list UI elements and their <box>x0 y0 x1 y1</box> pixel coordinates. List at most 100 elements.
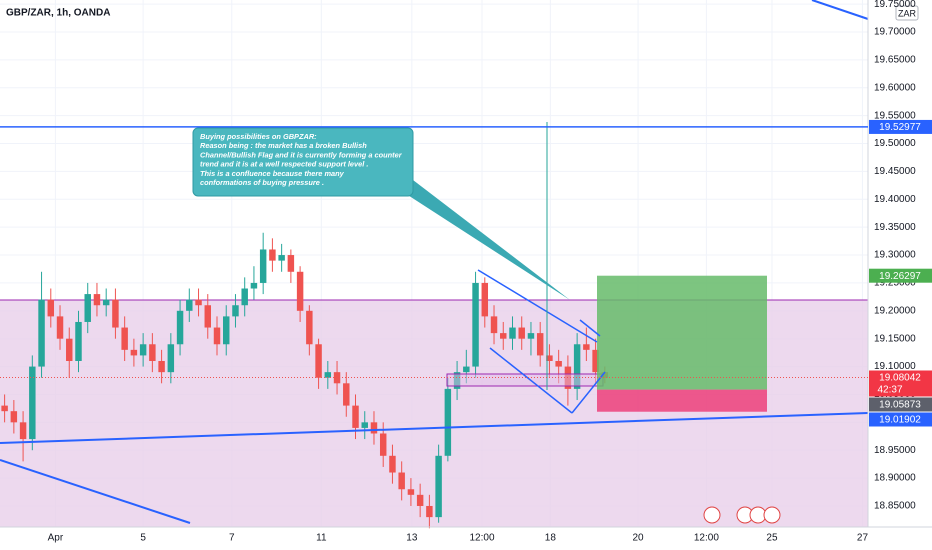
y-tick-label: 18.95000 <box>874 445 916 456</box>
candle-body <box>343 383 350 406</box>
price-label-bg <box>869 397 932 412</box>
candle-body <box>398 472 405 490</box>
candle-body <box>121 327 128 350</box>
currency-box <box>895 5 919 21</box>
candle-body <box>19 422 27 440</box>
currency: ZAR <box>898 8 917 18</box>
candle-body <box>407 489 415 495</box>
y-tick-label: 19.30000 <box>874 250 916 261</box>
candle-body <box>435 455 442 518</box>
y-tick-label: 19.45000 <box>874 166 916 177</box>
candle-body <box>278 255 285 261</box>
y-tick-label: 19.20000 <box>874 305 916 316</box>
candle-body <box>213 327 221 345</box>
candle-body <box>93 294 101 306</box>
candle-body <box>176 310 184 345</box>
candle-body <box>416 494 424 506</box>
candle-body <box>389 455 396 473</box>
x-tick-label: 13 <box>406 533 418 544</box>
trendline <box>0 459 191 524</box>
event-icon <box>703 506 721 524</box>
note-line: Buying possibilities on GBPZAR: <box>200 132 317 141</box>
note-line: trend and it is at a well respected supp… <box>200 160 368 169</box>
candle-body <box>241 288 248 306</box>
note-line: Reason being : the market has a broken B… <box>200 141 367 150</box>
price-label-bg <box>869 370 932 397</box>
x-tick-label: 12:00 <box>470 533 495 544</box>
x-tick-label: 12:00 <box>694 533 719 544</box>
x-tick-label: Apr <box>48 533 64 544</box>
candle-body <box>518 327 525 339</box>
candle-body <box>296 271 304 311</box>
candle-body <box>47 299 55 317</box>
y-tick-label: 19.70000 <box>874 27 916 38</box>
candle-body <box>204 305 211 328</box>
x-tick-label: 20 <box>633 533 645 544</box>
candle-body <box>546 355 553 361</box>
candle-body <box>481 282 489 317</box>
note-line: Channel/Bullish Flag and it is currently… <box>200 150 403 159</box>
candle-body <box>509 327 516 339</box>
profit-zone <box>597 275 767 390</box>
candle-body <box>333 372 341 384</box>
y-tick-label: 19.35000 <box>874 222 916 233</box>
candle-body <box>555 360 562 367</box>
candle-body <box>426 505 433 518</box>
candle-body <box>306 310 313 345</box>
y-tick-label: 19.65000 <box>874 55 916 66</box>
y-tick-label: 19.40000 <box>874 194 916 205</box>
candle-body <box>102 299 110 306</box>
candle-body <box>259 249 267 283</box>
y-tick-label: 19.15000 <box>874 333 916 344</box>
price-label: 19.08042 <box>879 373 921 384</box>
event-icon <box>763 506 781 524</box>
flag-line <box>571 371 606 414</box>
trendline <box>0 412 869 444</box>
candle-body <box>56 316 64 339</box>
callout-tail <box>400 180 570 300</box>
candle-body <box>167 344 175 373</box>
candle-body <box>112 299 119 328</box>
y-tick-label: 19.25000 <box>874 278 916 289</box>
x-tick-label: 7 <box>229 533 235 544</box>
candle-body <box>66 338 73 361</box>
candle-body <box>269 249 276 261</box>
x-tick-label: 11 <box>316 533 327 544</box>
price-label: 19.05873 <box>879 400 921 411</box>
candle-body <box>195 299 202 306</box>
candle-body <box>472 282 479 367</box>
countdown: 42:37 <box>877 385 902 396</box>
note-line: conformations of buying pressure . <box>200 178 324 187</box>
candle-body <box>158 360 165 373</box>
y-tick-label: 19.75000 <box>874 0 916 10</box>
y-tick-label: 19.50000 <box>874 138 916 149</box>
note-line: This is a confluence because there many <box>200 169 345 178</box>
candle-body <box>592 349 599 373</box>
price-label-bg <box>869 119 932 134</box>
candle-body <box>536 333 544 356</box>
candle-body <box>250 282 258 289</box>
candle-body <box>139 344 147 356</box>
trendlines <box>0 0 869 524</box>
y-tick-label: 19.60000 <box>874 82 916 93</box>
x-tick-label: 18 <box>545 533 557 544</box>
event-icons <box>703 506 781 524</box>
candle-body <box>379 433 387 456</box>
loss-zone <box>597 389 767 412</box>
candle-body <box>573 344 581 389</box>
candle-body <box>1 405 8 412</box>
symbol-title: GBP/ZAR, 1h, OANDA <box>6 8 110 19</box>
y-tick-label: 19.55000 <box>874 110 916 121</box>
y-tick-label: 19.10000 <box>874 361 916 372</box>
x-tick-label: 27 <box>857 533 869 544</box>
price-label: 19.26297 <box>879 271 921 282</box>
channel-line <box>477 269 598 343</box>
flag-line <box>579 319 601 337</box>
price-label-bg <box>869 268 932 283</box>
candle-body <box>10 411 18 423</box>
x-tick-label: 25 <box>766 533 778 544</box>
candle-body <box>75 321 82 361</box>
candle-body <box>186 299 193 311</box>
price-label: 19.52977 <box>879 122 921 133</box>
